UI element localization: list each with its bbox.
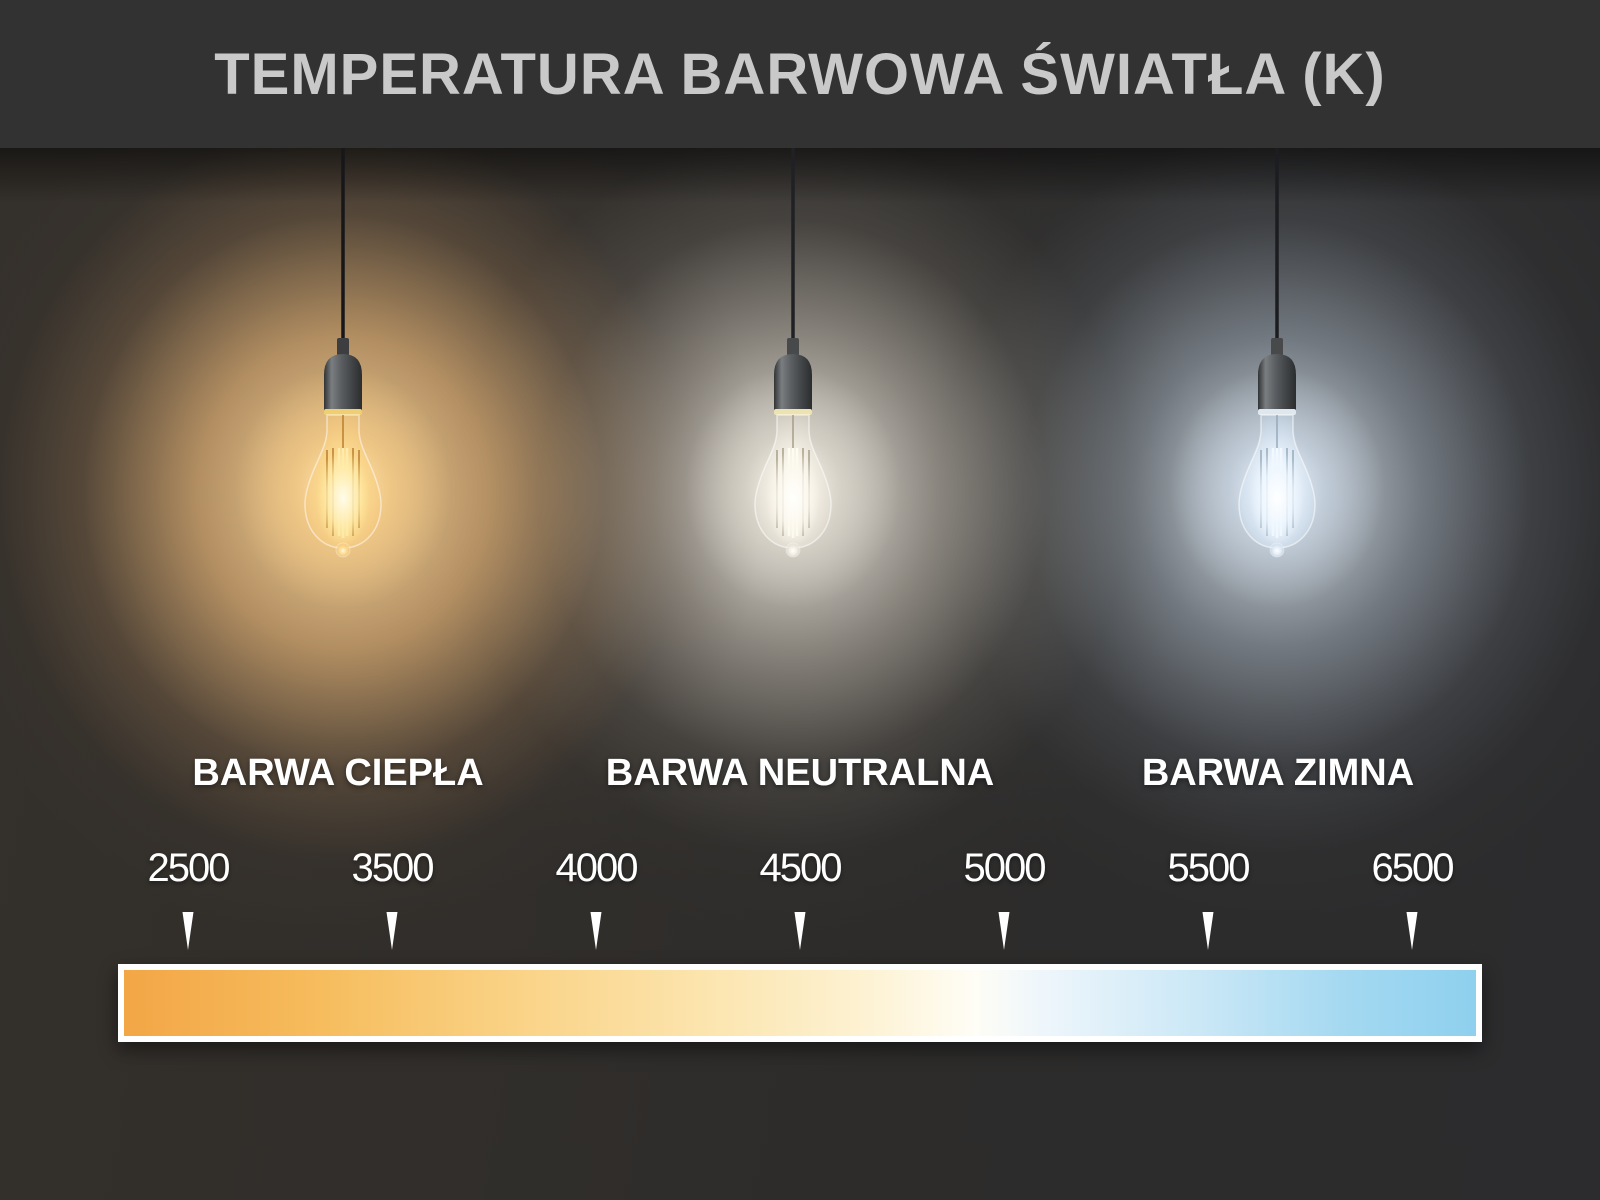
tick-arrow-icon <box>794 912 806 950</box>
scale-tick: 4500 <box>759 846 843 950</box>
socket-rim <box>1258 409 1296 415</box>
title-bar: TEMPERATURA BARWOWA ŚWIATŁA (K) <box>0 0 1600 148</box>
tick-arrow-icon <box>998 912 1010 950</box>
pendant-lamp-cold <box>1169 148 1385 608</box>
tick-arrow-icon <box>1406 912 1418 950</box>
scale-tick: 4000 <box>555 846 639 950</box>
scale-tick: 6500 <box>1371 846 1455 950</box>
scale-tick: 2500 <box>147 846 231 950</box>
tick-value: 5000 <box>963 846 1047 890</box>
tick-value: 3500 <box>351 846 435 890</box>
bulb-core-glow <box>316 450 370 546</box>
tick-arrow-icon <box>1202 912 1214 950</box>
cord-connector <box>1271 338 1283 356</box>
tick-arrow-icon <box>590 912 602 950</box>
scale-tick: 5000 <box>963 846 1047 950</box>
cord-connector <box>787 338 799 356</box>
lamp-socket <box>324 354 362 411</box>
tick-arrow-icon <box>386 912 398 950</box>
scale-tick: 3500 <box>351 846 435 950</box>
tick-value: 4500 <box>759 846 843 890</box>
tick-value: 2500 <box>147 846 231 890</box>
scale-tick: 5500 <box>1167 846 1251 950</box>
category-label-neutral: BARWA NEUTRALNA <box>605 752 995 794</box>
tick-value: 4000 <box>555 846 639 890</box>
lamp-socket <box>1258 354 1296 411</box>
pendant-lamp-neutral <box>685 148 901 608</box>
socket-rim <box>774 409 812 415</box>
tick-arrow-icon <box>182 912 194 950</box>
lamp-socket <box>774 354 812 411</box>
pendant-lamp-warm <box>235 148 451 608</box>
bulb-core-glow <box>766 450 820 546</box>
tick-value: 6500 <box>1371 846 1455 890</box>
category-label-cold: BARWA ZIMNA <box>1141 752 1415 794</box>
temperature-scale: 2500 3500 4000 4500 5000 5500 6500 <box>120 848 1480 968</box>
bulb-core-glow <box>1250 450 1304 546</box>
page-title: TEMPERATURA BARWOWA ŚWIATŁA (K) <box>214 41 1386 107</box>
socket-rim <box>324 409 362 415</box>
cord-connector <box>337 338 349 356</box>
tick-value: 5500 <box>1167 846 1251 890</box>
color-temperature-gradient-bar <box>118 964 1482 1042</box>
category-label-warm: BARWA CIEPŁA <box>192 752 484 794</box>
scene-background <box>0 148 1600 1200</box>
